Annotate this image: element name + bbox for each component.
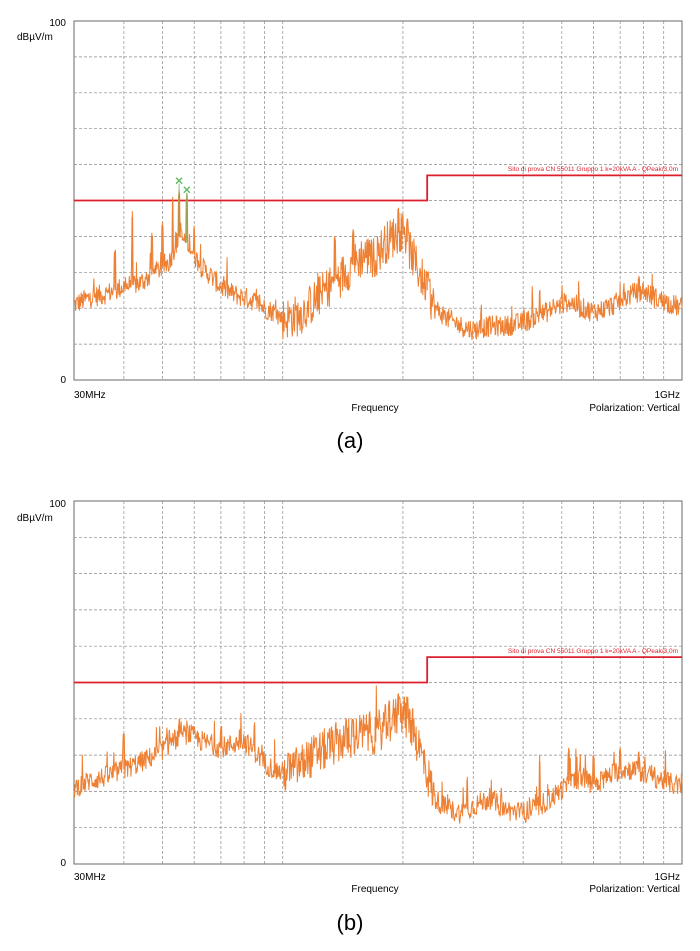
- y-axis-unit-b: dBµV/m: [17, 513, 53, 524]
- emission-trace-b: [73, 685, 683, 824]
- y-tick-bottom-a: 0: [60, 375, 66, 386]
- y-tick-top-b: 100: [49, 499, 66, 510]
- limit-line-b: [74, 656, 682, 684]
- x-axis-label-a: Frequency: [351, 403, 398, 414]
- limit-line-a: [74, 174, 682, 202]
- peak-marker-stroke-a-0-2: [175, 177, 183, 185]
- peak-marker-a-0: [175, 177, 183, 237]
- x-axis-label-b: Frequency: [351, 884, 398, 895]
- limit-line-label-a: Sito di prova CN 55011 Gruppo 1 k=20kVA …: [508, 166, 678, 173]
- y-tick-top-a: 100: [49, 18, 66, 29]
- chart-panel-a: dBµV/m 100 0 30MHz 1GHz Frequency Polari…: [17, 18, 683, 414]
- trace-group-b: [73, 685, 683, 824]
- limit-line-label-b: Sito di prova CN 55011 Gruppo 1 k=20kVA …: [508, 648, 678, 655]
- limit-line-group-a: [74, 174, 682, 202]
- x-tick-end-a: 1GHz: [654, 390, 680, 401]
- caption-b: (b): [336, 910, 364, 935]
- peak-marker-a-1: [183, 186, 191, 243]
- x-tick-start-a: 30MHz: [74, 390, 106, 401]
- y-tick-bottom-b: 0: [60, 858, 66, 869]
- marker-group-a: [175, 177, 191, 243]
- chart-panel-b: dBµV/m 100 0 30MHz 1GHz Frequency Polari…: [17, 499, 683, 895]
- limit-line-group-b: [74, 656, 682, 684]
- y-axis-unit-a: dBµV/m: [17, 32, 53, 43]
- caption-a: (a): [336, 428, 364, 453]
- x-tick-end-b: 1GHz: [654, 872, 680, 883]
- emission-trace-a: [73, 191, 683, 341]
- peak-marker-stroke-a-1-2: [183, 186, 191, 194]
- polarization-label-a: Polarization: Vertical: [589, 403, 680, 414]
- x-tick-start-b: 30MHz: [74, 872, 106, 883]
- polarization-label-b: Polarization: Vertical: [589, 884, 680, 895]
- grid-b: [74, 501, 682, 864]
